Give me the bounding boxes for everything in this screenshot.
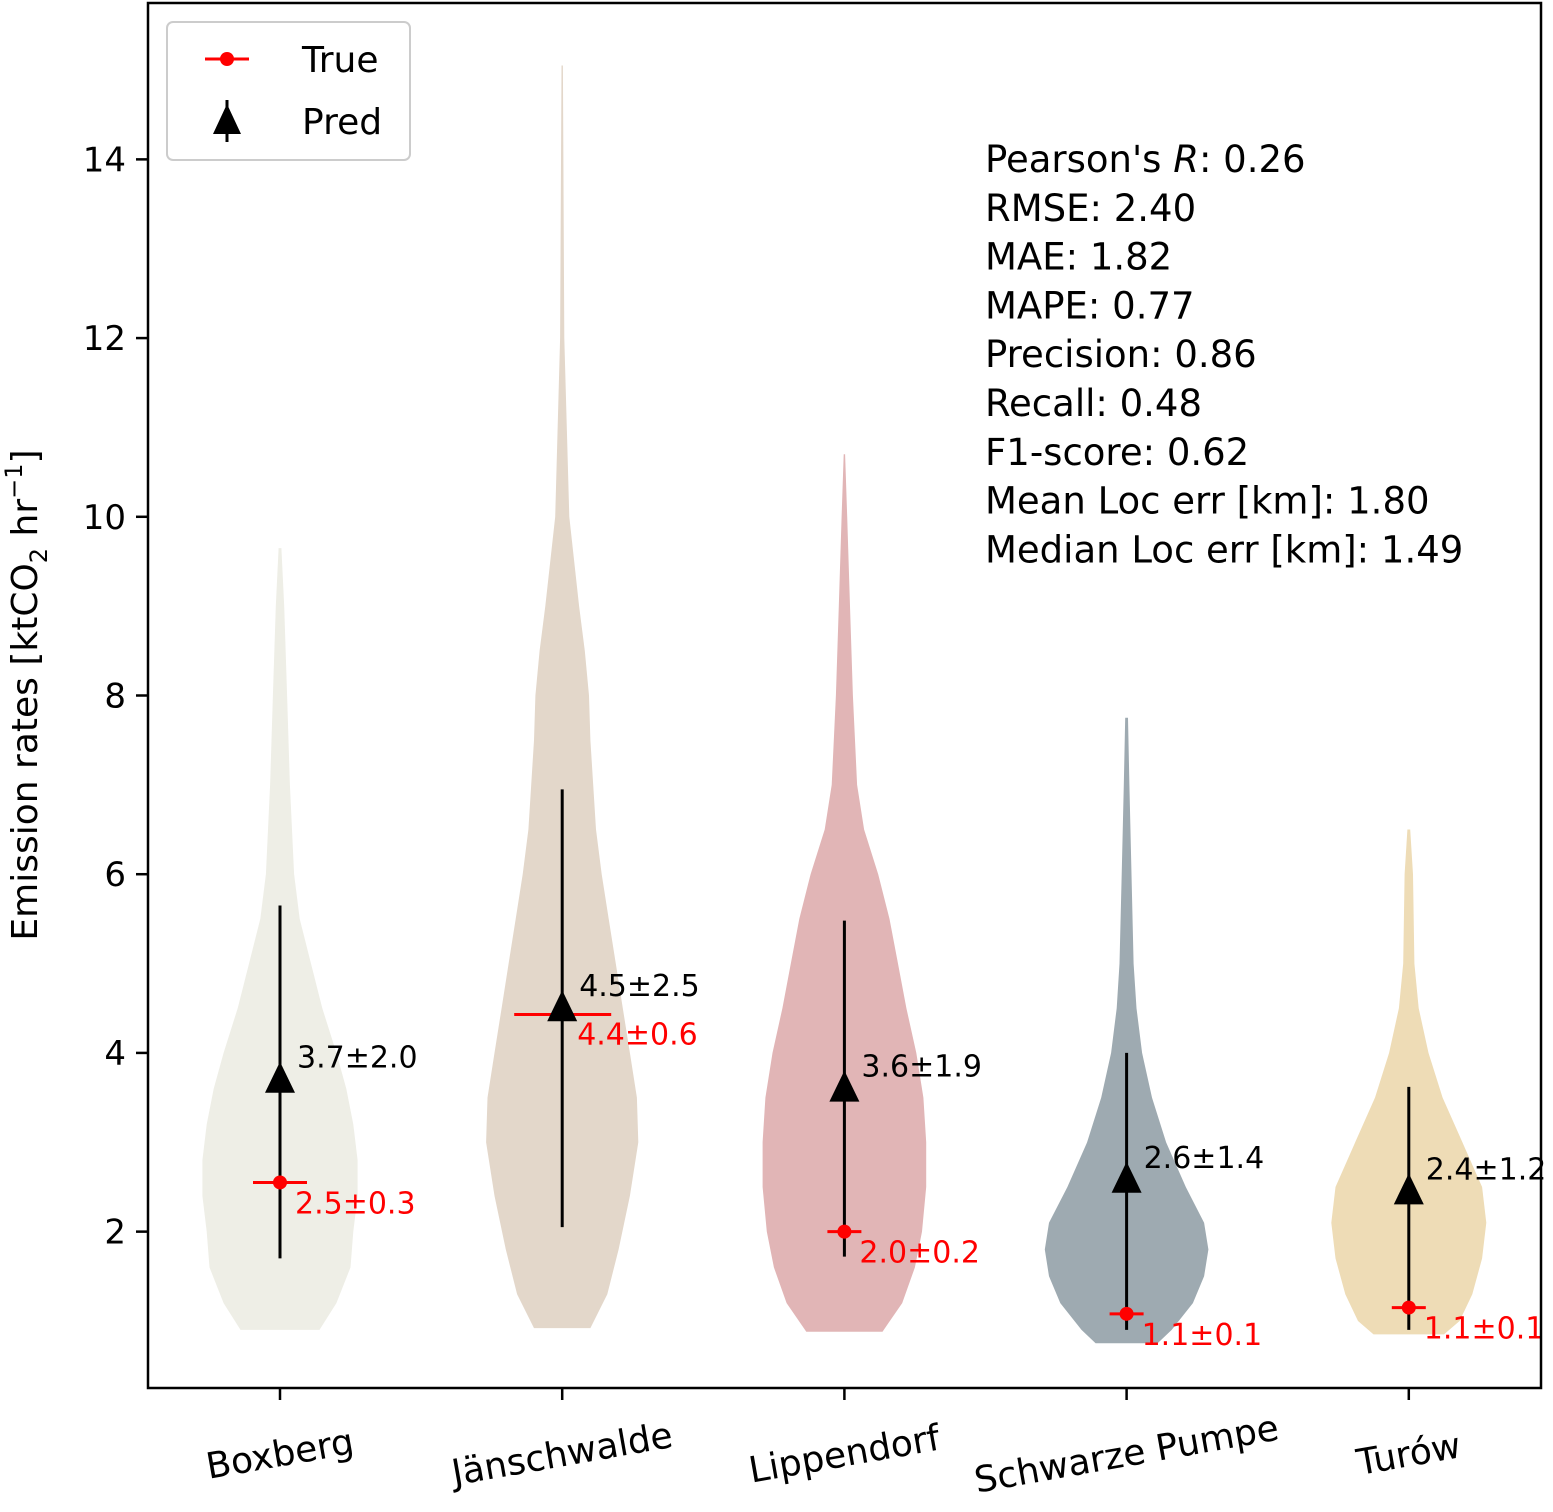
true-marker-3 bbox=[1119, 1306, 1134, 1321]
y-axis-label-sup: −1 bbox=[0, 463, 28, 498]
stat-line-7: Mean Loc err [km]: 1.80 bbox=[985, 480, 1430, 523]
legend-pred-marker bbox=[213, 104, 241, 134]
pred-value-label-4: 2.4±1.2 bbox=[1426, 1152, 1547, 1187]
stat-line-8: Median Loc err [km]: 1.49 bbox=[985, 528, 1463, 571]
stat-line-6: F1-score: 0.62 bbox=[985, 431, 1249, 474]
y-axis: 2 4 6 8 10 12 14 bbox=[83, 140, 148, 1253]
stat-text-2: MAE: 1.82 bbox=[985, 236, 1172, 279]
pred-marker-4 bbox=[1393, 1173, 1424, 1205]
stat-italic-0: R bbox=[1173, 138, 1199, 181]
violin-4 bbox=[1331, 829, 1487, 1335]
pred-value-label-0: 3.7±2.0 bbox=[297, 1041, 418, 1076]
y-tick-label-0: 2 bbox=[104, 1213, 126, 1253]
pred-value-label-1: 4.5±2.5 bbox=[579, 969, 700, 1004]
stat-line-0: Pearson's R: 0.26 bbox=[985, 138, 1306, 181]
violins bbox=[202, 65, 1487, 1344]
pred-value-label-3: 2.6±1.4 bbox=[1144, 1141, 1265, 1176]
stat-line-2: MAE: 1.82 bbox=[985, 236, 1172, 279]
y-tick-label-2: 6 bbox=[104, 855, 126, 895]
true-value-label-2: 2.0±0.2 bbox=[859, 1236, 980, 1271]
violin-1 bbox=[486, 65, 639, 1329]
y-axis-label-end: ] bbox=[5, 449, 46, 463]
pred-marker-1 bbox=[547, 990, 578, 1022]
stat-text-4: Precision: 0.86 bbox=[985, 333, 1257, 376]
x-tick-label-1: Jänschwalde bbox=[447, 1415, 676, 1495]
x-tick-label-2: Lippendorf bbox=[746, 1417, 945, 1491]
y-tick-label-3: 8 bbox=[104, 677, 126, 717]
y-axis-label-main: Emission rates [ktCO bbox=[5, 563, 46, 940]
stat-text-3: MAPE: 0.77 bbox=[985, 284, 1195, 327]
x-tick-label-4: Turów bbox=[1353, 1425, 1464, 1484]
stat-line-3: MAPE: 0.77 bbox=[985, 284, 1195, 327]
stat-line-5: Recall: 0.48 bbox=[985, 382, 1202, 425]
legend-true-marker bbox=[220, 52, 234, 66]
value-labels: 3.7±2.0 2.5±0.3 4.5±2.5 4.4±0.6 3.6±1.9 2.0±0… bbox=[295, 969, 1546, 1353]
legend: True Pred bbox=[166, 21, 411, 161]
true-value-label-1: 4.4±0.6 bbox=[577, 1017, 698, 1052]
stat-text-0: Pearson's bbox=[985, 138, 1173, 181]
true-marker-4 bbox=[1401, 1300, 1416, 1315]
pred-marker-2 bbox=[829, 1070, 860, 1102]
pred-marker-3 bbox=[1111, 1161, 1142, 1193]
y-tick-label-4: 10 bbox=[83, 498, 126, 538]
y-axis-label-sub: 2 bbox=[25, 548, 53, 563]
pred-value-label-2: 3.6±1.9 bbox=[861, 1050, 982, 1085]
y-tick-label-6: 14 bbox=[83, 140, 126, 180]
violin-2 bbox=[762, 454, 927, 1332]
stat-line-1: RMSE: 2.40 bbox=[985, 187, 1196, 230]
x-axis: Boxberg Jänschwalde Lippendorf Schwarze Pum… bbox=[203, 1388, 1464, 1502]
true-marker-0 bbox=[273, 1175, 287, 1190]
true-value-label-0: 2.5±0.3 bbox=[295, 1186, 416, 1221]
y-axis-label: Emission rates [ktCO2 hr−1] bbox=[0, 449, 53, 940]
stat-rest-0: : 0.26 bbox=[1199, 138, 1306, 181]
violin-3 bbox=[1044, 717, 1209, 1344]
stat-text-5: Recall: 0.48 bbox=[985, 382, 1202, 425]
stat-text-1: RMSE: 2.40 bbox=[985, 187, 1196, 230]
legend-pred-label: Pred bbox=[302, 102, 382, 143]
y-axis-label-mid: hr bbox=[5, 499, 46, 548]
x-tick-label-0: Boxberg bbox=[203, 1422, 357, 1488]
true-marker-2 bbox=[837, 1224, 852, 1239]
stat-line-4: Precision: 0.86 bbox=[985, 333, 1257, 376]
stat-text-7: Mean Loc err [km]: 1.80 bbox=[985, 480, 1430, 523]
true-value-label-4: 1.1±0.1 bbox=[1424, 1312, 1545, 1347]
markers bbox=[253, 789, 1426, 1330]
x-tick-label-3: Schwarze Pumpe bbox=[971, 1408, 1282, 1502]
stat-text-6: F1-score: 0.62 bbox=[985, 431, 1249, 474]
pred-marker-0 bbox=[265, 1061, 295, 1093]
legend-true-label: True bbox=[301, 40, 378, 81]
y-tick-label-1: 4 bbox=[104, 1034, 126, 1074]
stat-text-8: Median Loc err [km]: 1.49 bbox=[985, 528, 1463, 571]
y-tick-label-5: 12 bbox=[83, 319, 126, 359]
true-value-label-3: 1.1±0.1 bbox=[1142, 1318, 1263, 1353]
